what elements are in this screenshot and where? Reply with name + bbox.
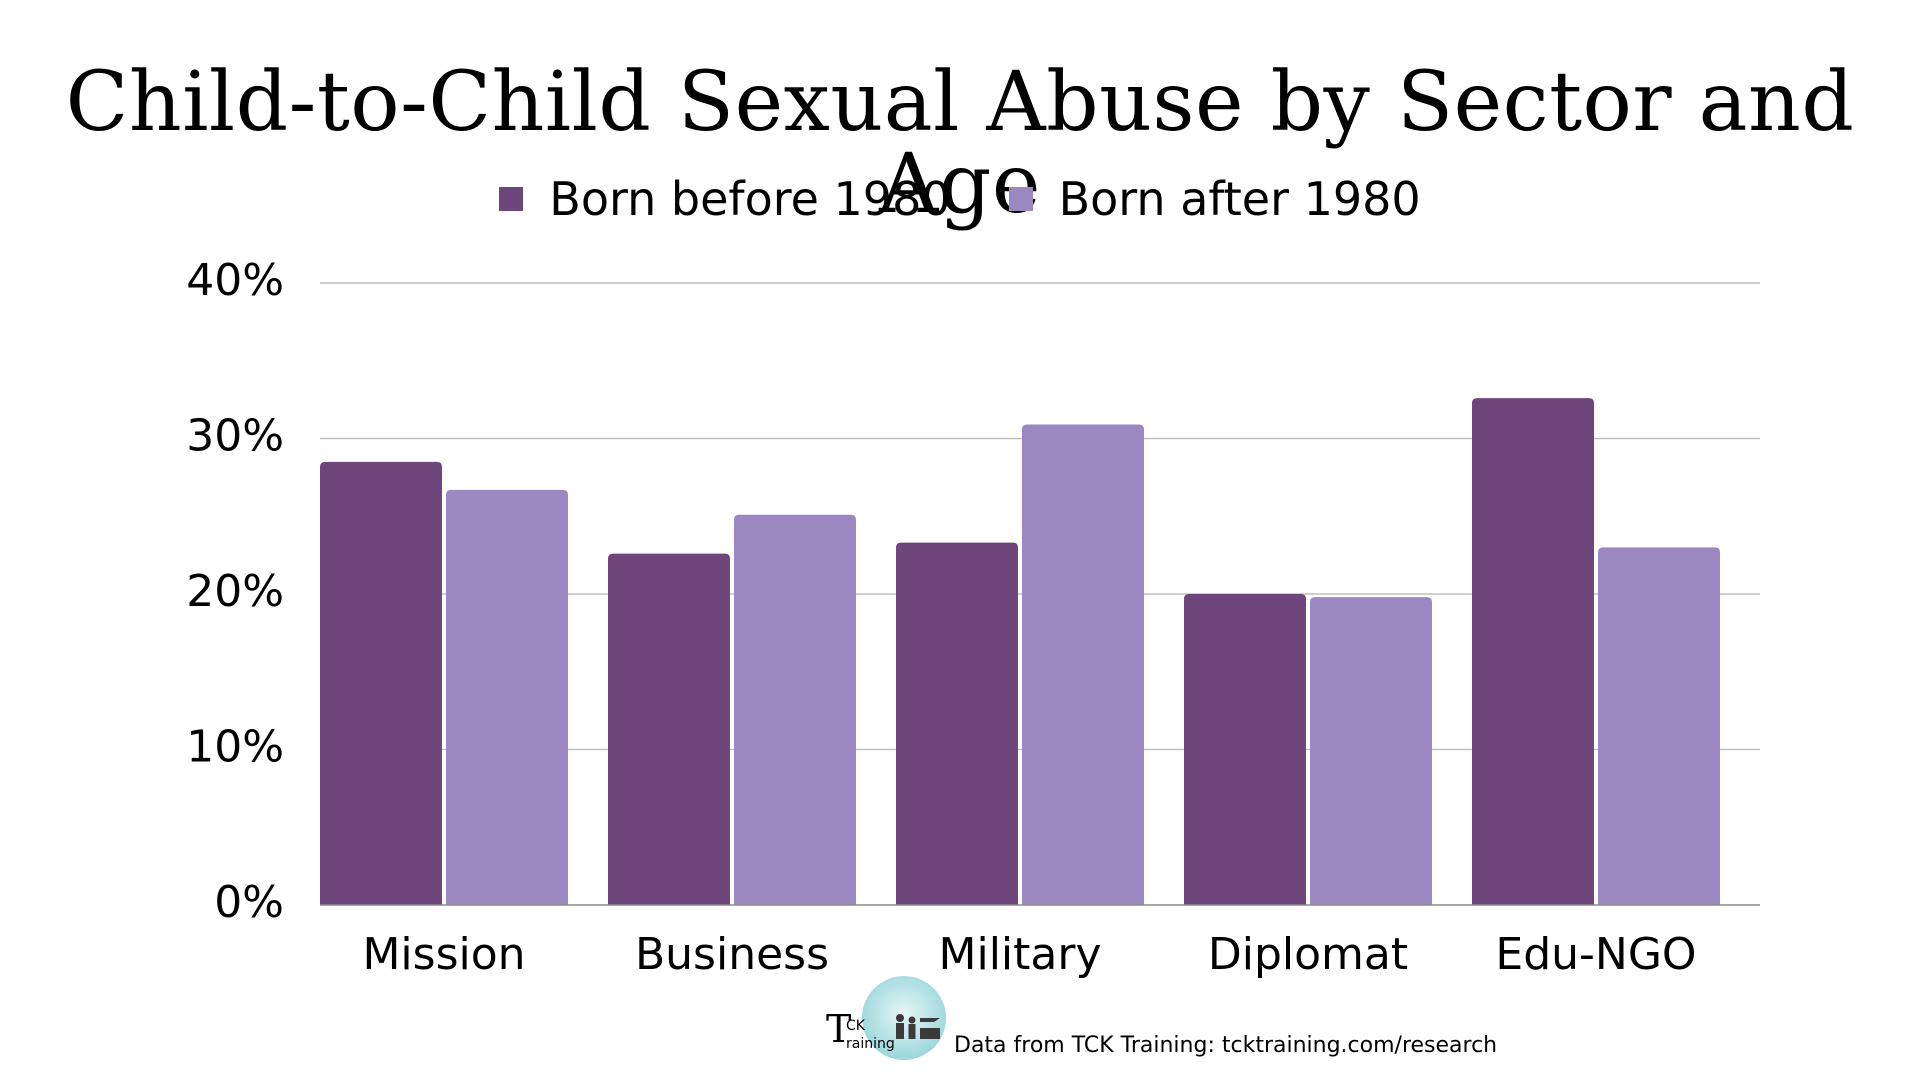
legend-item-before: Born before 1980 [499,172,951,226]
bar [320,461,442,905]
bar [608,553,730,905]
y-tick-label: 30% [186,411,284,462]
logo-letter-t: T [826,1007,852,1051]
bar [1184,594,1306,905]
legend-label-before: Born before 1980 [549,172,951,226]
bar [1310,597,1432,905]
legend-swatch-before [499,187,524,211]
bar [1472,398,1594,905]
x-tick-label: Military [939,929,1102,980]
footer: T CK raining Data from TCK Training: tck… [826,976,1497,1072]
y-tick-label: 20% [186,566,284,617]
bar [896,542,1018,905]
bar [1022,424,1144,905]
data-source-note: Data from TCK Training: tcktraining.com/… [954,1033,1498,1058]
x-tick-label: Diplomat [1208,929,1408,980]
family-figures-icon [896,1014,940,1039]
legend-label-after: Born after 1980 [1058,172,1421,226]
legend-item-after: Born after 1980 [1008,172,1421,226]
bar [734,514,856,905]
x-tick-label: Mission [362,929,525,980]
bar [1598,547,1720,905]
tck-training-logo: T CK raining [826,976,946,1072]
y-tick-label: 40% [186,255,284,306]
chart-title: Child-to-Child Sexual Abuse by Sector an… [65,55,1855,232]
x-tick-label: Edu-NGO [1495,929,1696,980]
logo-text-raining: raining [846,1036,895,1052]
logo-text-ck: CK [846,1018,865,1034]
bar [446,489,568,905]
legend-swatch-after [1008,187,1033,211]
y-tick-label: 10% [186,722,284,773]
legend: Born before 1980 Born after 1980 [0,176,1920,222]
x-tick-label: Business [635,929,829,980]
y-tick-label: 0% [214,877,284,928]
